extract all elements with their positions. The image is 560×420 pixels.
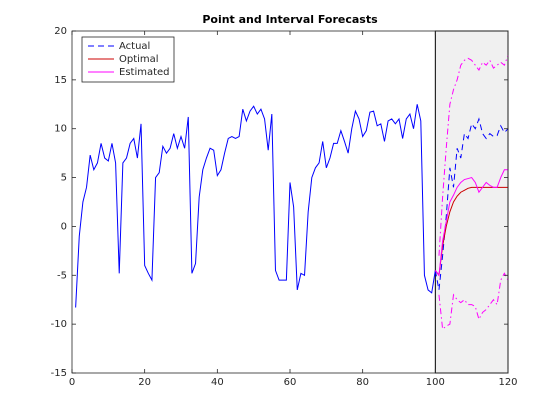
legend-label: Estimated (119, 67, 170, 78)
x-tick-label: 120 (498, 377, 517, 388)
y-tick-label: 5 (61, 173, 67, 184)
forecast-region (434, 30, 509, 374)
series-line (75, 104, 436, 308)
series-line (438, 272, 509, 330)
x-tick-label: 100 (426, 377, 445, 388)
x-tick-label: 60 (284, 377, 297, 388)
y-tick-label: -10 (51, 319, 67, 330)
legend-label: Optimal (119, 54, 159, 65)
y-tick-label: 0 (61, 221, 67, 232)
y-tick-label: -5 (57, 270, 67, 281)
legend-label: Actual (119, 41, 150, 52)
chart-title: Point and Interval Forecasts (202, 13, 378, 26)
y-tick-label: 15 (54, 75, 67, 86)
series-line (438, 55, 509, 256)
x-tick-label: 80 (356, 377, 369, 388)
x-tick-label: 40 (211, 377, 224, 388)
x-tick-label: 0 (69, 377, 75, 388)
y-tick-label: 10 (54, 124, 67, 135)
x-tick-label: 20 (138, 377, 151, 388)
series-line (434, 169, 508, 277)
y-tick-label: 20 (54, 26, 67, 37)
y-tick-label: -15 (51, 368, 67, 379)
legend: Actual Optimal Estimated (81, 36, 175, 83)
